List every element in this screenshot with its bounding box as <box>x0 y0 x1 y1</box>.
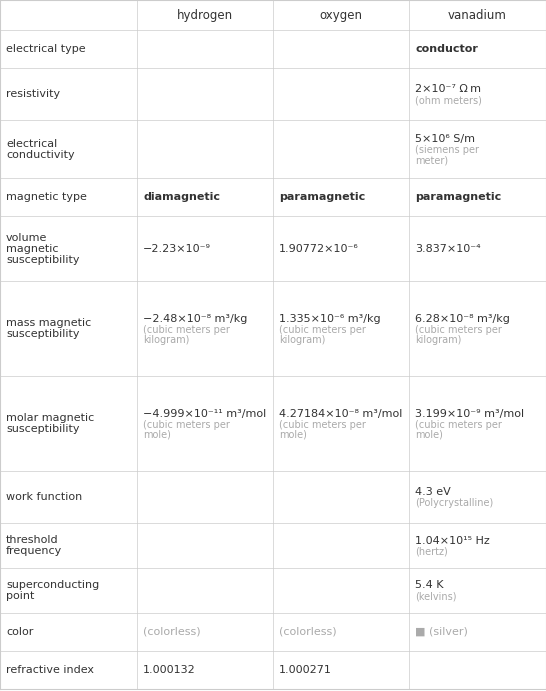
Text: 3.837×10⁻⁴: 3.837×10⁻⁴ <box>415 243 480 254</box>
Text: −2.23×10⁻⁹: −2.23×10⁻⁹ <box>143 243 211 254</box>
Text: susceptibility: susceptibility <box>6 254 80 265</box>
Text: paramagnetic: paramagnetic <box>415 192 501 202</box>
Text: kilogram): kilogram) <box>143 334 189 345</box>
Text: mole): mole) <box>279 430 307 439</box>
Text: mole): mole) <box>415 430 443 439</box>
Text: mole): mole) <box>143 430 171 439</box>
Text: magnetic type: magnetic type <box>6 192 87 202</box>
Text: point: point <box>6 591 34 601</box>
Text: (hertz): (hertz) <box>415 547 448 556</box>
Text: conductivity: conductivity <box>6 149 75 160</box>
Text: ■ (silver): ■ (silver) <box>415 627 468 637</box>
Text: molar magnetic: molar magnetic <box>6 413 94 423</box>
Text: (cubic meters per: (cubic meters per <box>279 325 366 334</box>
Text: oxygen: oxygen <box>319 8 363 21</box>
Text: (cubic meters per: (cubic meters per <box>415 325 502 334</box>
Text: electrical: electrical <box>6 138 57 149</box>
Text: 3.199×10⁻⁹ m³/mol: 3.199×10⁻⁹ m³/mol <box>415 408 524 419</box>
Text: frequency: frequency <box>6 546 62 556</box>
Text: electrical type: electrical type <box>6 44 86 54</box>
Text: threshold: threshold <box>6 535 58 545</box>
Text: hydrogen: hydrogen <box>177 8 233 21</box>
Text: color: color <box>6 627 33 637</box>
Text: (colorless): (colorless) <box>143 627 200 637</box>
Text: susceptibility: susceptibility <box>6 329 80 339</box>
Text: paramagnetic: paramagnetic <box>279 192 365 202</box>
Text: meter): meter) <box>415 155 448 165</box>
Text: work function: work function <box>6 492 82 502</box>
Text: −4.999×10⁻¹¹ m³/mol: −4.999×10⁻¹¹ m³/mol <box>143 408 266 419</box>
Text: kilogram): kilogram) <box>415 334 461 345</box>
Text: conductor: conductor <box>415 44 478 54</box>
Text: 1.90772×10⁻⁶: 1.90772×10⁻⁶ <box>279 243 359 254</box>
Text: (cubic meters per: (cubic meters per <box>279 419 366 430</box>
Text: 5.4 K: 5.4 K <box>415 580 443 591</box>
Text: (cubic meters per: (cubic meters per <box>415 419 502 430</box>
Text: 1.000271: 1.000271 <box>279 665 332 675</box>
Text: −2.48×10⁻⁸ m³/kg: −2.48×10⁻⁸ m³/kg <box>143 314 247 323</box>
Text: (ohm meters): (ohm meters) <box>415 95 482 105</box>
Text: 1.000132: 1.000132 <box>143 665 196 675</box>
Text: resistivity: resistivity <box>6 89 60 99</box>
Text: 5×10⁶ S/m: 5×10⁶ S/m <box>415 134 475 144</box>
Text: mass magnetic: mass magnetic <box>6 318 91 328</box>
Text: refractive index: refractive index <box>6 665 94 675</box>
Text: 4.27184×10⁻⁸ m³/mol: 4.27184×10⁻⁸ m³/mol <box>279 408 402 419</box>
Text: volume: volume <box>6 232 48 243</box>
Text: diamagnetic: diamagnetic <box>143 192 220 202</box>
Text: (Polycrystalline): (Polycrystalline) <box>415 498 493 508</box>
Text: 1.335×10⁻⁶ m³/kg: 1.335×10⁻⁶ m³/kg <box>279 314 381 323</box>
Text: susceptibility: susceptibility <box>6 424 80 434</box>
Text: 6.28×10⁻⁸ m³/kg: 6.28×10⁻⁸ m³/kg <box>415 314 510 323</box>
Text: kilogram): kilogram) <box>279 334 325 345</box>
Text: vanadium: vanadium <box>448 8 507 21</box>
Text: superconducting: superconducting <box>6 580 99 590</box>
Text: 2×10⁻⁷ Ω m: 2×10⁻⁷ Ω m <box>415 84 481 94</box>
Text: magnetic: magnetic <box>6 243 58 254</box>
Text: 1.04×10¹⁵ Hz: 1.04×10¹⁵ Hz <box>415 536 490 545</box>
Text: (cubic meters per: (cubic meters per <box>143 419 230 430</box>
Text: (colorless): (colorless) <box>279 627 337 637</box>
Text: (cubic meters per: (cubic meters per <box>143 325 230 334</box>
Text: 4.3 eV: 4.3 eV <box>415 487 451 497</box>
Text: (kelvins): (kelvins) <box>415 591 456 601</box>
Text: (siemens per: (siemens per <box>415 145 479 155</box>
